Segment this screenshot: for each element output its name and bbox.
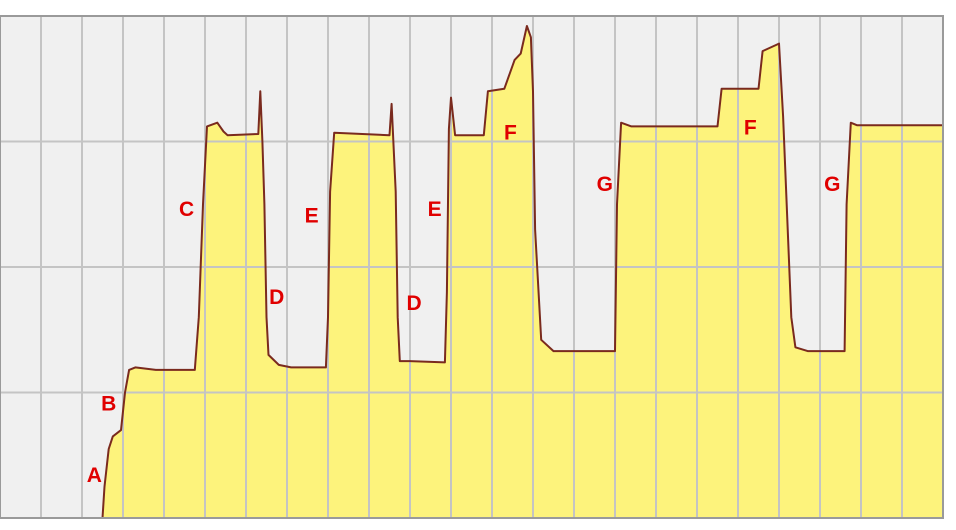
series-line [0,25,943,519]
annotation-label: E [428,198,442,221]
annotation-label: F [504,122,517,145]
annotation-label: D [407,292,422,315]
annotation-label: E [305,204,319,227]
annotation-label: A [87,464,102,487]
annotation-label: D [269,286,284,309]
annotation-label: B [101,393,116,416]
plot-border [0,15,944,519]
annotation-label: C [179,198,194,221]
gridlines [0,16,943,518]
annotation-label: G [824,173,840,196]
area-fill [0,26,943,518]
annotation-label: F [744,116,757,139]
annotation-label: G [597,173,613,196]
annotations: A B C D E D E F G F G [87,116,841,487]
